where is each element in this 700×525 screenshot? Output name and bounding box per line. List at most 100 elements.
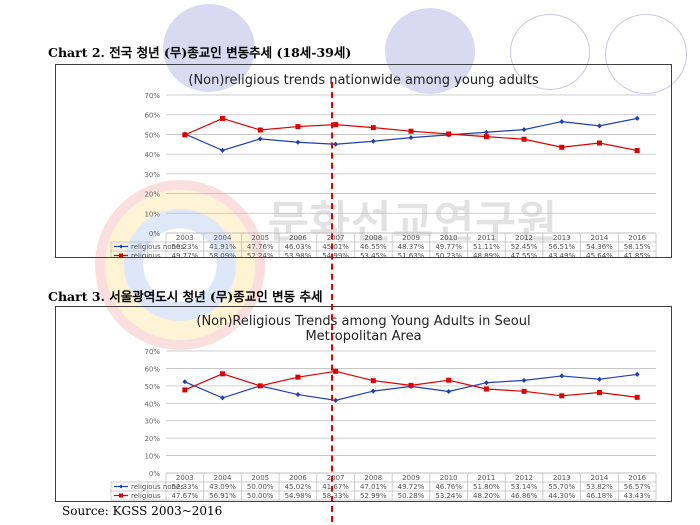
y-tick-label: 60% <box>144 365 160 373</box>
data-point <box>257 383 263 389</box>
x-tick-label: 2014 <box>591 234 609 242</box>
data-label: 53.14% <box>511 483 538 491</box>
data-label: 56.51% <box>548 243 575 251</box>
data-point <box>257 127 263 133</box>
data-point <box>220 395 226 401</box>
legend-label: religious <box>131 492 161 500</box>
data-label: 50.23% <box>171 243 198 251</box>
data-label: 41.85% <box>624 252 651 257</box>
decorative-circle-2 <box>385 8 475 94</box>
data-point <box>596 376 602 382</box>
x-tick-label: 2013 <box>553 234 571 242</box>
data-point <box>521 127 527 133</box>
data-label: 54.99% <box>322 252 349 257</box>
x-tick-label: 2006 <box>289 474 307 482</box>
data-label: 56.57% <box>624 483 651 491</box>
data-label: 53.45% <box>360 252 387 257</box>
x-tick-label: 2003 <box>176 474 194 482</box>
y-tick-label: 10% <box>144 453 160 461</box>
chart2-frame: (Non)religious trends nationwide among y… <box>55 64 672 261</box>
legend-marker <box>119 253 123 258</box>
y-tick-label: 20% <box>144 191 160 199</box>
data-label: 48.20% <box>473 492 500 500</box>
data-point <box>295 392 301 398</box>
decorative-circle-4 <box>605 14 687 94</box>
x-tick-label: 2010 <box>440 474 458 482</box>
data-label: 58.33% <box>322 492 349 500</box>
data-label: 50.23% <box>435 252 462 257</box>
data-point <box>483 380 489 386</box>
decorative-circle-1 <box>163 4 255 92</box>
data-point <box>295 124 301 130</box>
y-tick-label: 60% <box>144 112 160 120</box>
data-label: 46.86% <box>511 492 538 500</box>
legend-label: religious nones <box>131 243 184 251</box>
chart3-svg: (Non)Religious Trends among Young Adults… <box>110 314 657 501</box>
data-label: 54.36% <box>586 243 613 251</box>
y-tick-label: 0% <box>149 230 160 238</box>
x-tick-label: 2003 <box>176 234 194 242</box>
legend-marker <box>119 493 123 498</box>
data-point <box>333 122 339 128</box>
chart3-frame: (Non)Religious Trends among Young Adults… <box>55 306 672 502</box>
y-tick-label: 10% <box>144 210 160 218</box>
y-tick-label: 0% <box>149 470 160 478</box>
data-label: 47.67% <box>171 492 198 500</box>
y-tick-label: 70% <box>144 348 160 356</box>
data-point <box>220 371 226 377</box>
data-point <box>634 147 640 153</box>
x-tick-label: 2008 <box>364 474 382 482</box>
data-point <box>408 128 414 134</box>
data-point <box>446 131 452 137</box>
y-tick-label: 40% <box>144 151 160 159</box>
x-tick-label: 2012 <box>515 234 533 242</box>
data-point <box>483 386 489 392</box>
watermark-text: 문화선교연구원 <box>268 197 559 248</box>
x-tick-label: 2011 <box>477 234 495 242</box>
data-point <box>446 377 452 383</box>
y-tick-label: 70% <box>144 92 160 100</box>
y-tick-label: 20% <box>144 435 160 443</box>
data-point <box>446 389 452 395</box>
data-point <box>521 388 527 394</box>
data-label: 47.76% <box>247 243 274 251</box>
data-label: 43.43% <box>624 492 651 500</box>
data-label: 51.11% <box>473 243 500 251</box>
data-label: 50.00% <box>247 483 274 491</box>
data-point <box>559 119 565 125</box>
data-point <box>220 147 226 153</box>
y-tick-label: 50% <box>144 131 160 139</box>
source-note: Source: KGSS 2003~2016 <box>62 504 223 518</box>
data-label: 43.49% <box>548 252 575 257</box>
data-point <box>295 374 301 380</box>
data-point <box>634 394 640 400</box>
data-point <box>333 141 339 147</box>
watermark-logo <box>95 180 265 350</box>
data-label: 53.24% <box>435 492 462 500</box>
data-label: 56.91% <box>209 492 236 500</box>
legend-marker <box>119 484 123 489</box>
data-point <box>182 132 188 138</box>
data-label: 46.76% <box>435 483 462 491</box>
data-label: 52.24% <box>247 252 274 257</box>
data-point <box>182 387 188 393</box>
data-label: 48.89% <box>473 252 500 257</box>
x-tick-label: 2007 <box>327 234 345 242</box>
data-point <box>333 397 339 403</box>
data-label: 48.37% <box>398 243 425 251</box>
reference-dashed-line <box>331 82 333 522</box>
data-point <box>634 371 640 377</box>
data-point <box>596 123 602 129</box>
x-tick-label: 2012 <box>515 474 533 482</box>
data-point <box>182 379 188 385</box>
y-tick-label: 50% <box>144 383 160 391</box>
data-point <box>483 129 489 135</box>
data-label: 54.98% <box>285 492 312 500</box>
data-point <box>596 140 602 146</box>
data-label: 49.77% <box>435 243 462 251</box>
data-point <box>295 139 301 145</box>
data-label: 58.15% <box>624 243 651 251</box>
chart-title: Metropolitan Area <box>305 329 421 344</box>
data-point <box>370 388 376 394</box>
x-tick-label: 2011 <box>477 474 495 482</box>
